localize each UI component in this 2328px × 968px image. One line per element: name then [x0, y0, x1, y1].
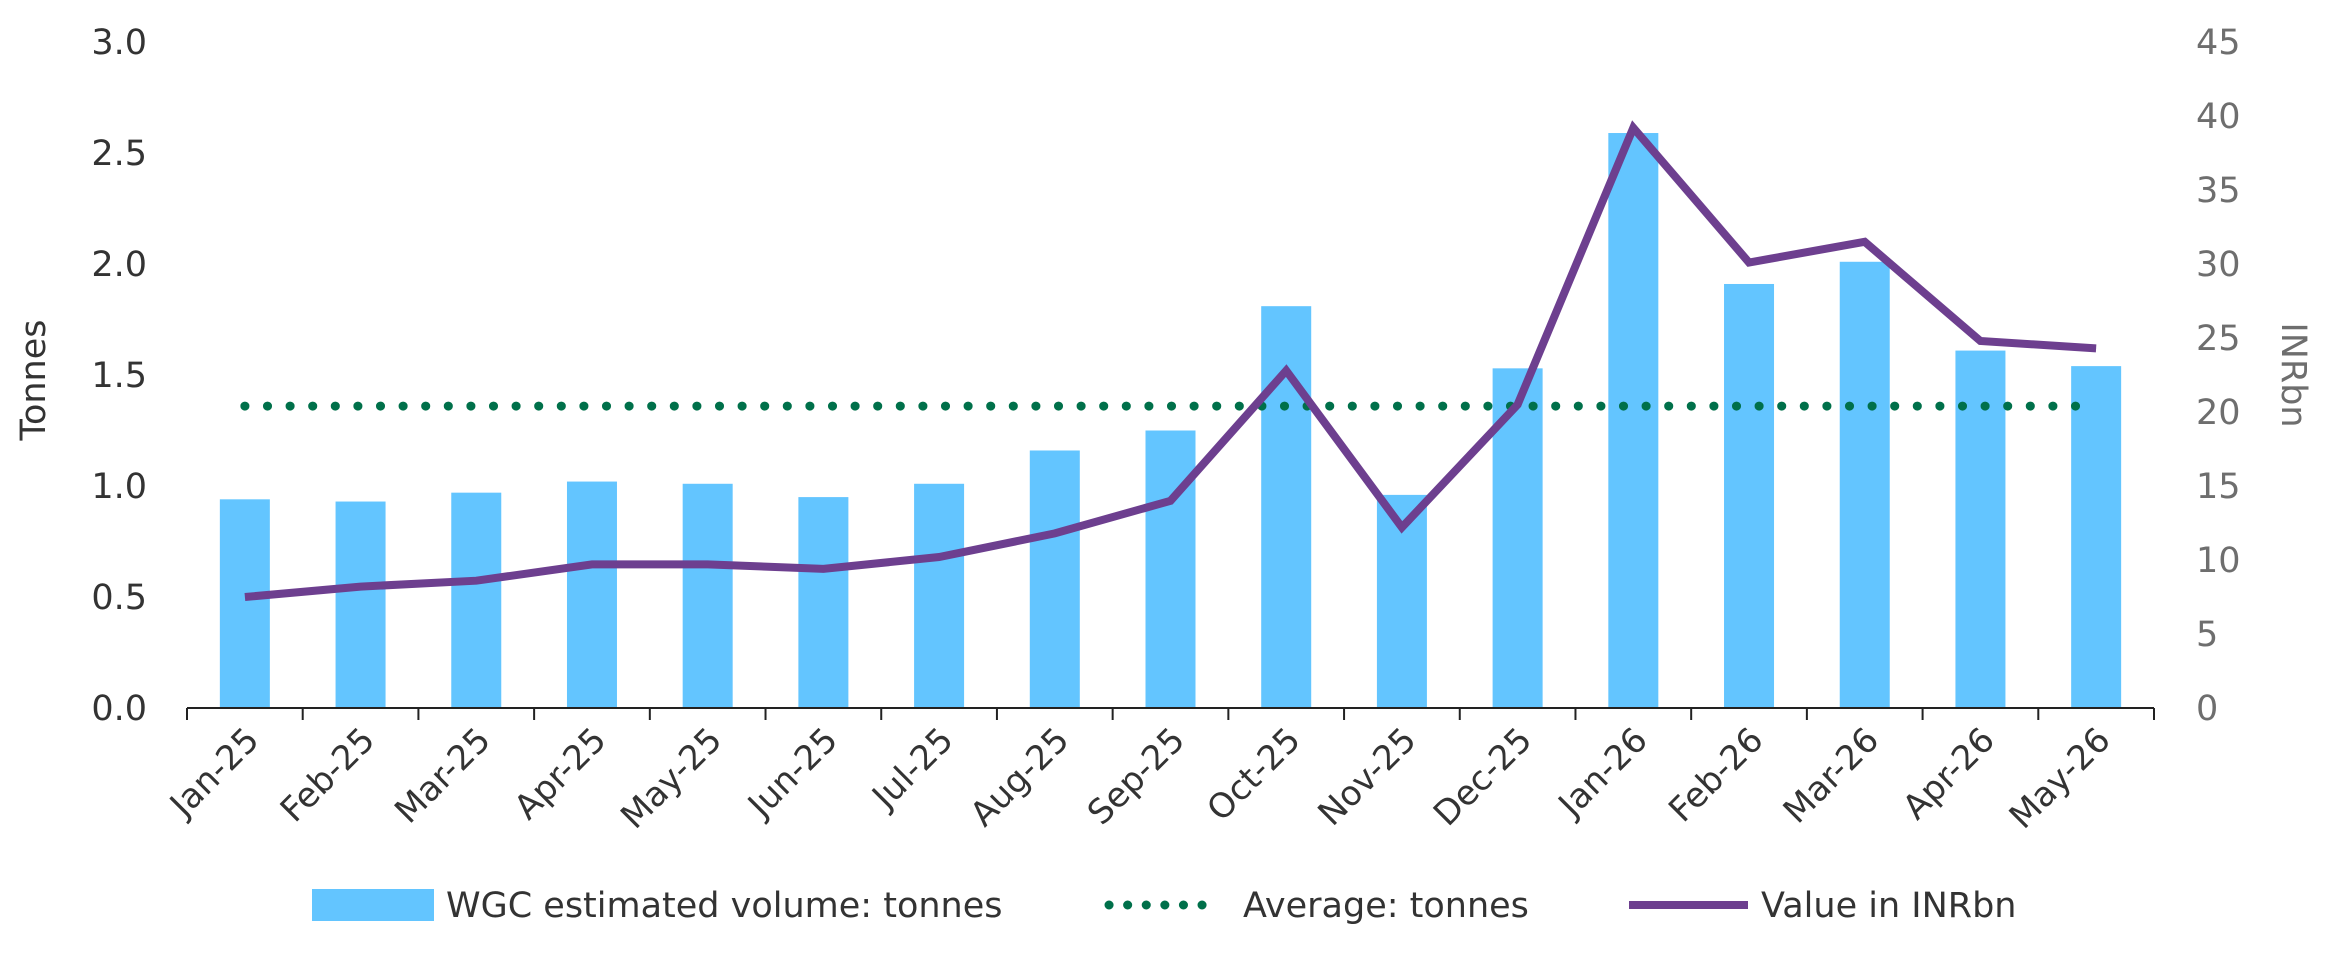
bars-layer [219, 133, 2122, 708]
legend-label-average: Average: tonnes [1243, 886, 1529, 926]
x-tick-label: Apr-25 [507, 720, 615, 828]
value-line-layer [244, 120, 2097, 601]
x-tick-label: May-26 [2002, 720, 2119, 837]
x-tick-label: Feb-25 [273, 720, 383, 830]
x-tick-label: Oct-25 [1199, 720, 1308, 829]
y-tick-label: 1.0 [91, 467, 147, 507]
y2-tick-label: 40 [2196, 97, 2241, 137]
y-tick-label: 2.5 [91, 134, 147, 174]
bar-Apr-25 [566, 481, 617, 708]
legend-label-value: Value in INRbn [1761, 886, 2017, 926]
x-tick-label: Sep-25 [1080, 720, 1193, 833]
y2-tick-label: 35 [2196, 171, 2241, 211]
bar-Jun-25 [798, 497, 849, 708]
x-tick-label: Mar-25 [387, 720, 498, 831]
bar-Mar-26 [1839, 261, 1890, 708]
axes-layer [186, 707, 2155, 720]
x-tick-label: Mar-26 [1776, 720, 1887, 831]
x-tick-label: Jul-25 [863, 720, 961, 818]
x-tick-label: Feb-26 [1661, 720, 1771, 830]
bar-Aug-25 [1029, 450, 1080, 708]
x-tick-label: Jun-25 [739, 720, 846, 827]
legend: WGC estimated volume: tonnes Average: ton… [312, 886, 2017, 926]
y2-tick-label: 45 [2196, 23, 2241, 63]
y-tick-label: 0.5 [91, 578, 147, 618]
y-axis-title: Tonnes [14, 320, 54, 442]
y-tick-label: 1.5 [91, 356, 147, 396]
y2-tick-label: 0 [2196, 689, 2218, 729]
legend-swatch-volume [312, 889, 434, 921]
x-tick-label: Dec-25 [1426, 720, 1540, 834]
bar-Sep-25 [1145, 430, 1196, 708]
bar-May-25 [682, 483, 733, 708]
x-tick-label: Nov-25 [1310, 720, 1424, 834]
y-tick-label: 0.0 [91, 689, 147, 729]
x-tick-label: Apr-26 [1895, 720, 2003, 828]
bar-Feb-25 [335, 501, 386, 708]
x-tick-label: Aug-25 [963, 720, 1077, 834]
y-tick-label: 2.0 [91, 245, 147, 285]
y2-tick-label: 30 [2196, 245, 2241, 285]
bar-Mar-25 [451, 492, 502, 708]
legend-label-volume: WGC estimated volume: tonnes [446, 886, 1003, 926]
x-tick-label: May-25 [613, 720, 730, 837]
y2-tick-label: 25 [2196, 319, 2241, 359]
bar-Jul-25 [914, 483, 965, 708]
y2-tick-label: 5 [2196, 615, 2218, 655]
x-tick-label: Jan-25 [161, 720, 267, 826]
y2-tick-label: 20 [2196, 393, 2241, 433]
y2-tick-label: 15 [2196, 467, 2241, 507]
bar-Jan-26 [1608, 133, 1659, 708]
y2-axis-title: INRbn [2273, 322, 2313, 427]
bar-Jan-25 [219, 499, 270, 708]
x-tick-label: Jan-26 [1550, 720, 1656, 826]
bar-May-26 [2071, 366, 2122, 708]
bar-Feb-26 [1724, 283, 1775, 708]
y-tick-label: 3.0 [91, 23, 147, 63]
y2-tick-label: 10 [2196, 541, 2241, 581]
